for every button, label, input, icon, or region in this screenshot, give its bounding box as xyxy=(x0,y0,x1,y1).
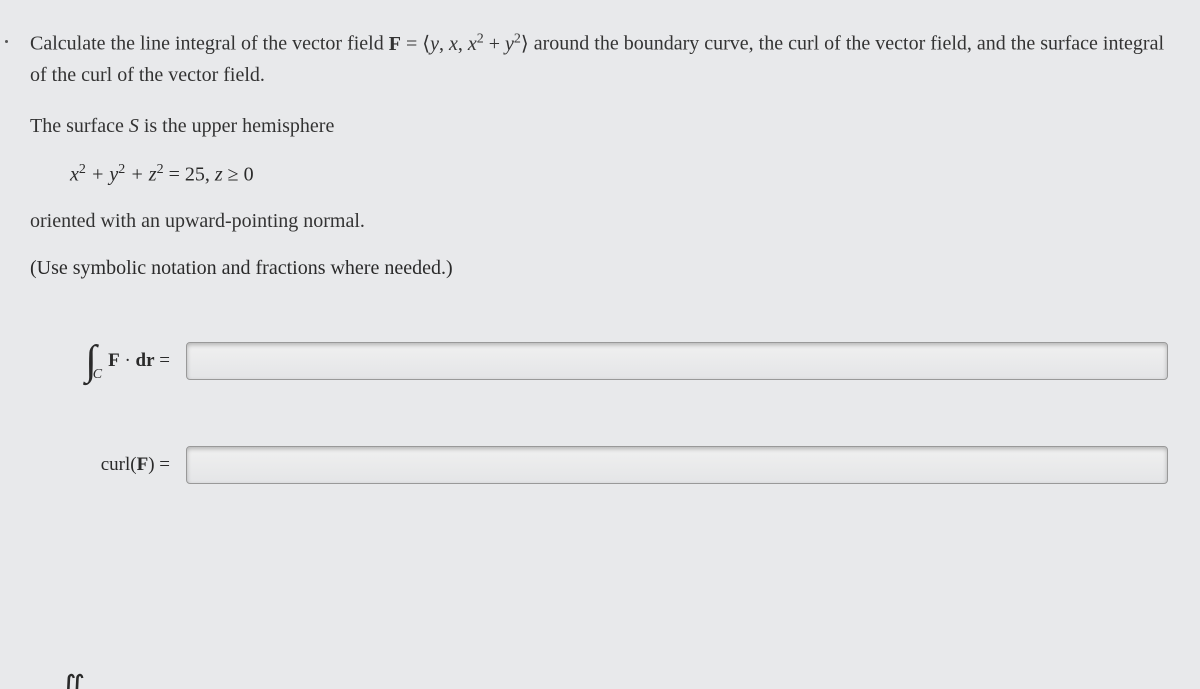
text-frag: Calculate the line integral of the vecto… xyxy=(30,33,389,55)
instruction-line: (Use symbolic notation and fractions whe… xyxy=(30,257,1178,280)
eq-ge: ≥ 0 xyxy=(223,163,254,185)
surf-a: The surface xyxy=(30,115,129,137)
orientation-line: oriented with an upward-pointing normal. xyxy=(30,206,1178,237)
surf-S: S xyxy=(129,115,139,137)
eq1: = xyxy=(155,350,170,371)
eq-plus1: + xyxy=(86,163,110,185)
eq-e3: 2 xyxy=(157,162,164,177)
eq-y: y xyxy=(109,163,118,185)
hemisphere-equation: x2 + y2 + z2 = 25, z ≥ 0 xyxy=(70,162,1178,187)
comp-x2: x xyxy=(468,33,477,55)
vector-field-expr: F = ⟨y, x, x2 + y2⟩ xyxy=(389,33,529,55)
eq-e1: 2 xyxy=(79,162,86,177)
eq-rhs: = 25, xyxy=(164,163,215,185)
eq-sign: = xyxy=(401,33,422,55)
eq-plus2: + xyxy=(125,163,149,185)
F-dot: F xyxy=(108,350,120,371)
exp1: 2 xyxy=(477,31,484,46)
comp-y: y xyxy=(430,33,439,55)
eq-zvar: z xyxy=(215,163,223,185)
r-of-dr: r xyxy=(146,350,154,371)
double-integral-fragment: ∬ xyxy=(60,671,85,689)
surf-b: is the upper hemisphere xyxy=(139,115,335,137)
integral-sub: C xyxy=(93,367,102,383)
line-integral-row: ∫ C F · dr = xyxy=(60,340,1178,382)
curl-F: F xyxy=(137,454,149,475)
curl-label: curl(F) = xyxy=(60,454,170,476)
d-of-dr: d xyxy=(136,350,147,371)
surface-line: The surface S is the upper hemisphere xyxy=(30,111,1178,142)
curl-input[interactable] xyxy=(186,446,1168,484)
problem-statement-line1: Calculate the line integral of the vecto… xyxy=(30,28,1178,91)
eq-z: z xyxy=(149,163,157,185)
rangle: ⟩ xyxy=(521,33,529,55)
curl-row: curl(F) = xyxy=(60,446,1178,484)
dot-artifact-1 xyxy=(5,40,8,43)
curl-close: ) = xyxy=(148,454,170,475)
comma1: , xyxy=(439,33,449,55)
comma2: , xyxy=(458,33,468,55)
curl-word: curl( xyxy=(101,454,137,475)
exp2: 2 xyxy=(514,31,521,46)
F-bold: F xyxy=(389,33,401,55)
langle: ⟨ xyxy=(422,33,430,55)
eq-x: x xyxy=(70,163,79,185)
line-integral-label: ∫ C F · dr = xyxy=(60,340,170,382)
line-integral-input[interactable] xyxy=(186,342,1168,380)
comp-y2: y xyxy=(505,33,514,55)
comp-x: x xyxy=(449,33,458,55)
plus1: + xyxy=(484,33,505,55)
cdot: · xyxy=(120,350,136,371)
